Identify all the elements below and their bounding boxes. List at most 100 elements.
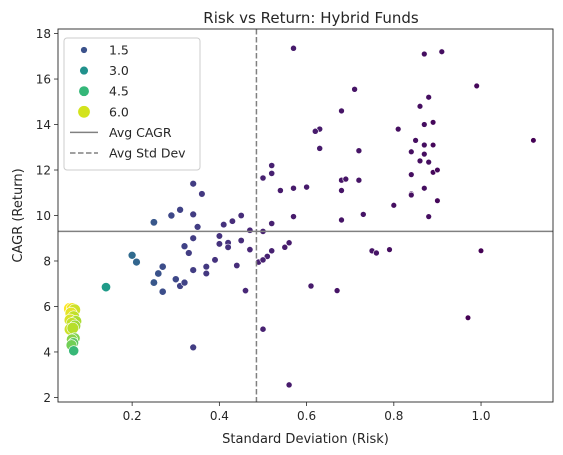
data-point	[132, 257, 141, 267]
data-point	[237, 211, 245, 220]
data-point	[202, 263, 210, 271]
data-point	[246, 246, 254, 254]
data-point	[290, 44, 297, 52]
data-point	[390, 202, 398, 209]
x-tick-label: 0.6	[297, 409, 316, 423]
data-point	[416, 103, 424, 110]
data-point	[477, 247, 485, 254]
data-point	[158, 287, 167, 296]
data-point	[355, 147, 363, 154]
data-point	[355, 176, 363, 184]
legend: 1.5 3.0 4.5 6.0 Avg CAGR Avg Std Dev	[63, 37, 201, 171]
data-point	[408, 148, 415, 156]
data-point	[464, 314, 472, 321]
legend-label: 1.5	[109, 43, 129, 58]
data-point	[421, 141, 428, 149]
data-point	[386, 246, 393, 253]
y-tick-label: 10	[36, 209, 51, 223]
legend-label: Avg CAGR	[109, 125, 172, 140]
data-point	[154, 269, 163, 278]
data-point	[259, 174, 267, 182]
data-point	[268, 220, 276, 227]
data-point	[189, 179, 197, 188]
data-point	[198, 190, 206, 198]
data-point	[290, 213, 297, 220]
y-tick-label: 2	[43, 391, 51, 405]
y-tick-label: 4	[43, 345, 51, 359]
legend-box	[63, 37, 201, 171]
y-tick-label: 12	[36, 163, 51, 177]
data-point	[202, 269, 210, 278]
data-point	[176, 206, 184, 214]
data-point	[434, 197, 441, 204]
data-point	[416, 157, 424, 165]
data-point	[412, 137, 419, 144]
data-point	[338, 107, 345, 115]
y-tick-label: 18	[36, 27, 51, 41]
data-point	[425, 158, 432, 166]
data-point	[259, 256, 267, 264]
legend-label: 6.0	[109, 104, 129, 119]
x-tick-label: 0.2	[123, 409, 142, 423]
y-axis-label: CAGR (Return)	[11, 168, 26, 262]
data-point	[259, 325, 267, 333]
data-point	[333, 287, 341, 294]
data-point	[408, 171, 415, 178]
data-point	[421, 184, 428, 192]
data-point	[237, 236, 245, 245]
data-point	[66, 321, 79, 335]
data-point	[180, 278, 189, 287]
data-point	[429, 141, 437, 149]
data-point	[242, 287, 249, 295]
data-point	[338, 216, 345, 224]
data-point	[438, 48, 446, 55]
data-point	[215, 240, 223, 248]
y-tick-label: 16	[36, 72, 51, 86]
data-point	[189, 266, 197, 274]
data-point	[429, 119, 437, 126]
data-point	[68, 345, 80, 357]
data-point	[303, 183, 310, 191]
data-point	[311, 127, 319, 135]
legend-marker	[79, 65, 89, 76]
data-point	[268, 162, 276, 169]
data-point	[268, 169, 276, 177]
data-point	[473, 82, 480, 90]
legend-marker	[77, 105, 91, 119]
data-point	[193, 223, 202, 231]
data-point	[228, 217, 236, 225]
data-point	[290, 184, 297, 192]
legend-label: 3.0	[109, 63, 129, 78]
data-point	[185, 249, 193, 257]
data-point	[180, 242, 189, 250]
data-point	[149, 278, 158, 287]
data-point	[425, 93, 432, 101]
data-point	[530, 137, 537, 144]
data-point	[246, 226, 254, 234]
y-tick-label: 14	[36, 118, 51, 132]
data-point	[285, 381, 293, 389]
data-point	[167, 211, 176, 220]
data-point	[338, 187, 345, 194]
data-point	[189, 343, 197, 352]
data-point	[425, 213, 432, 220]
x-axis-label: Standard Deviation (Risk)	[222, 432, 389, 447]
data-point	[316, 145, 324, 152]
data-point	[215, 232, 223, 240]
legend-label: 4.5	[109, 84, 129, 99]
y-tick-label: 6	[43, 300, 51, 314]
legend-label: Avg Std Dev	[109, 146, 186, 161]
data-point	[394, 125, 402, 133]
data-point	[268, 247, 276, 255]
data-point	[285, 239, 293, 247]
data-point	[277, 187, 284, 194]
data-point	[171, 275, 180, 284]
data-point	[360, 211, 367, 218]
data-point	[307, 282, 315, 290]
data-point	[189, 234, 197, 242]
data-point	[101, 282, 111, 293]
data-point	[408, 191, 415, 199]
data-point	[189, 210, 197, 219]
data-point	[434, 166, 441, 174]
data-point	[127, 251, 137, 260]
